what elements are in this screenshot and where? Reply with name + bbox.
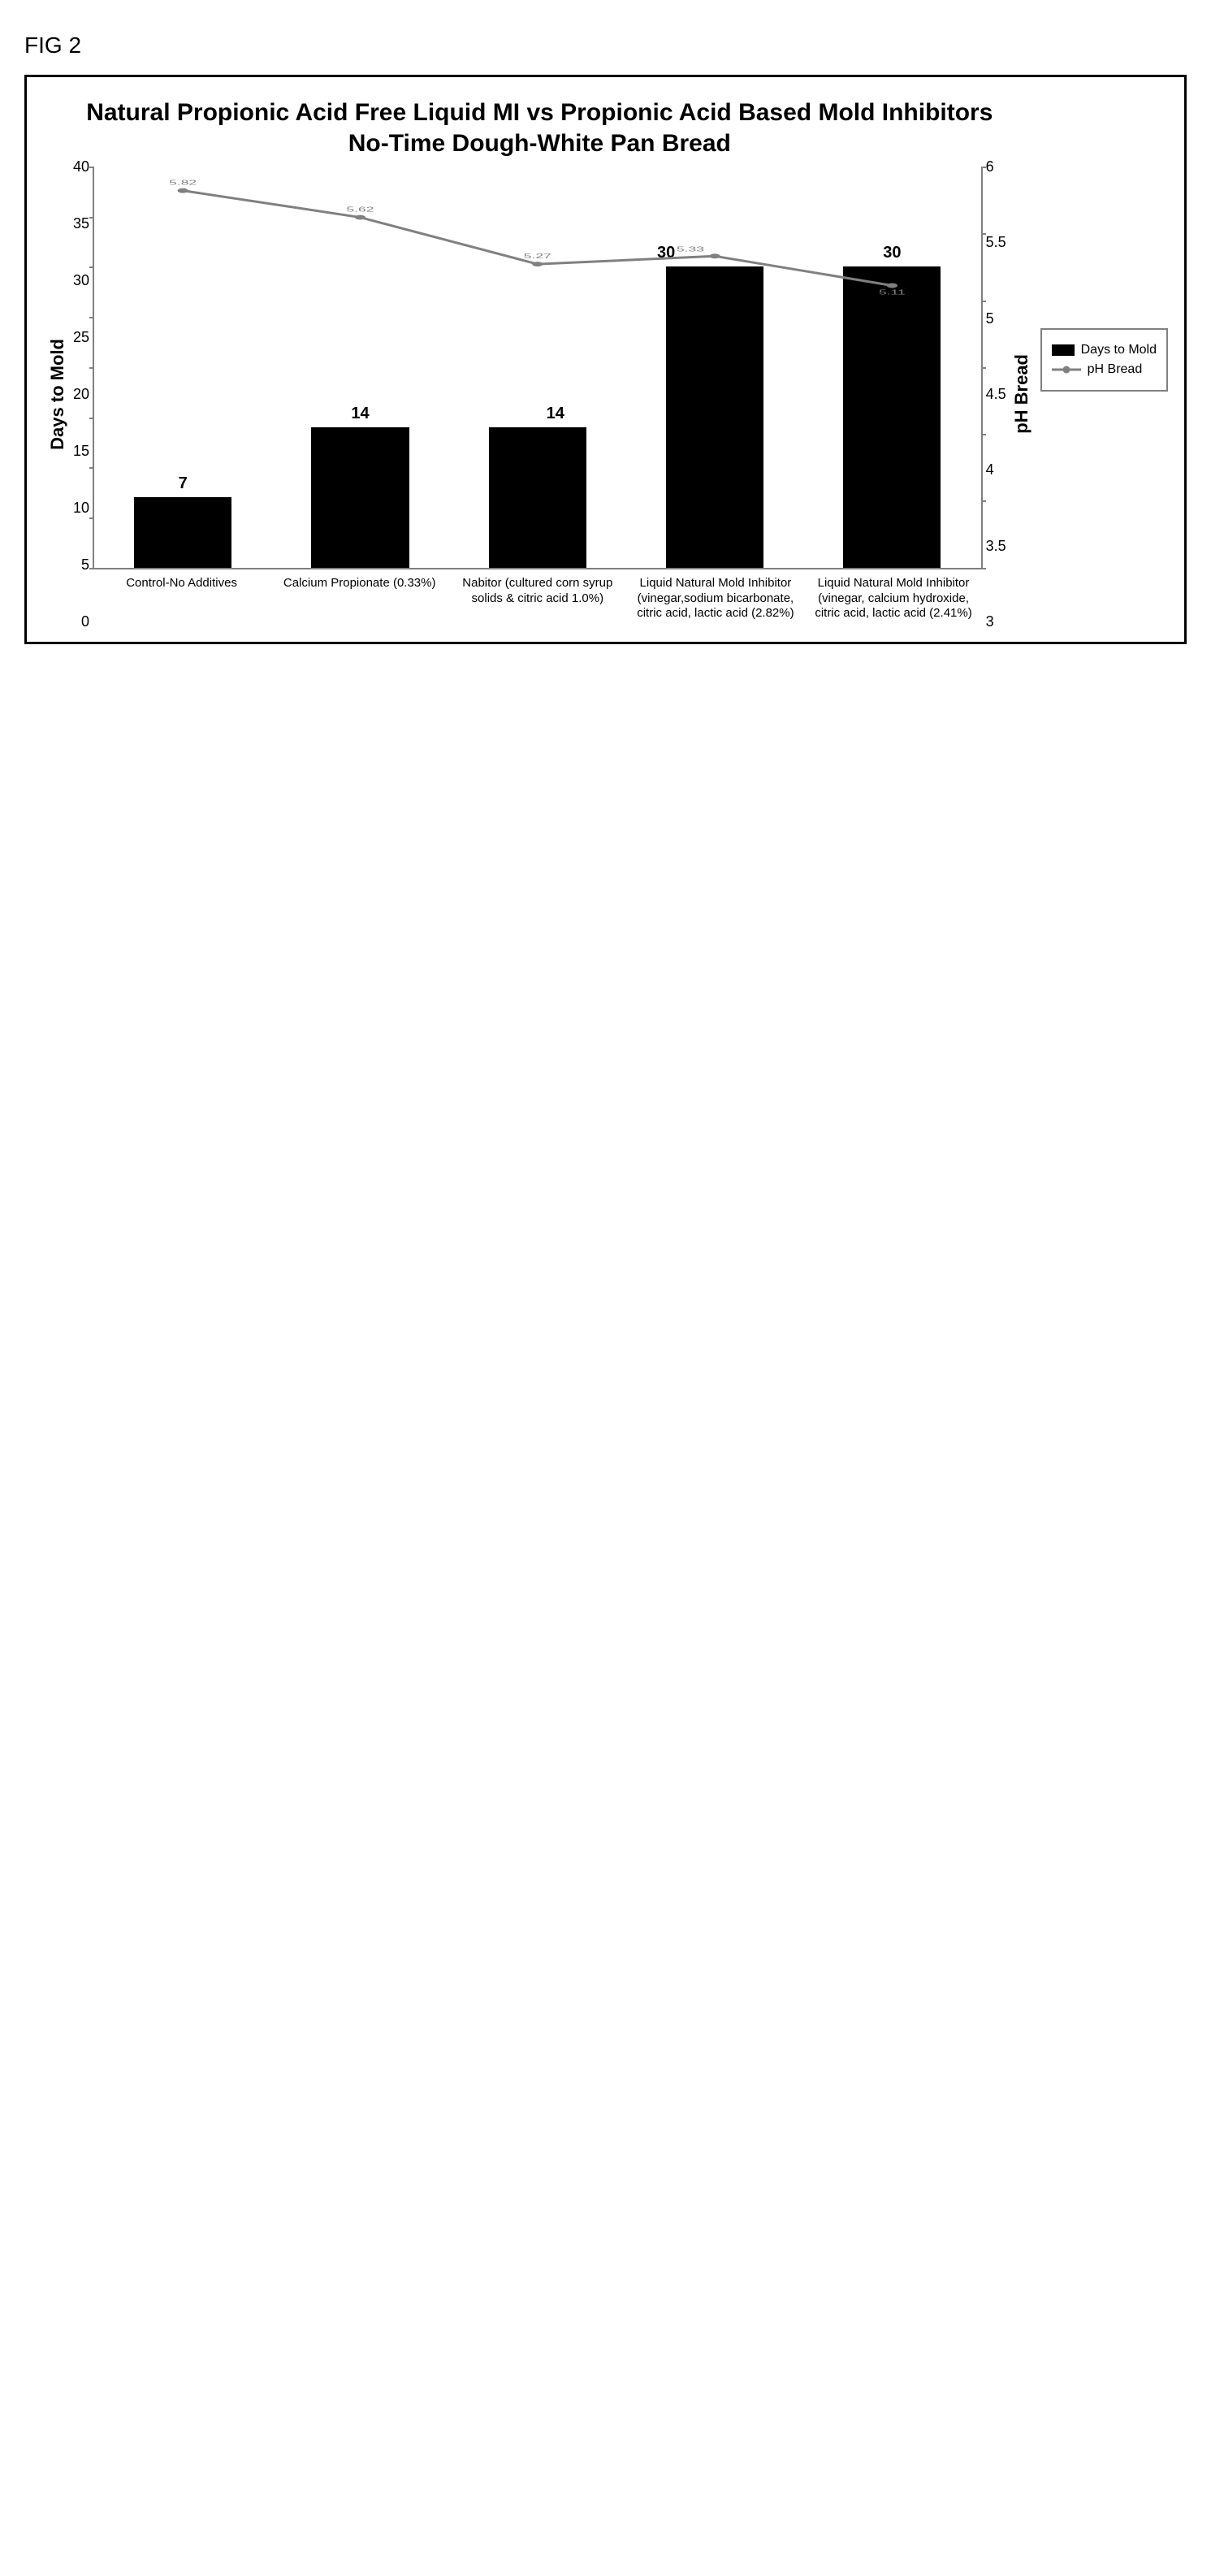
legend: Days to Mold pH Bread (1040, 328, 1168, 392)
ph-marker (178, 188, 188, 193)
tick-mark-right (981, 568, 986, 569)
ph-marker (710, 253, 720, 258)
ph-line (183, 191, 892, 286)
line-layer: 5.82 5.62 5.27 5.33 5.11 (94, 167, 981, 568)
tick-mark-right (981, 434, 986, 435)
ph-value-label: 5.82 (169, 180, 197, 187)
tick-mark-right (981, 233, 986, 235)
tick-mark-left (89, 467, 94, 469)
ph-marker (532, 262, 543, 266)
legend-column: Days to Mold pH Bread (1040, 97, 1168, 621)
figure-label: FIG 2 (24, 32, 1187, 58)
ph-marker (887, 284, 897, 288)
tick-mark-right (981, 301, 986, 302)
ph-value-label: 5.62 (347, 206, 374, 214)
y-axis-left: Days to Mold 4035302520151050 (47, 167, 93, 621)
tick-mark-left (89, 367, 94, 369)
y-axis-right: 65.554.543.53 pH Bread (983, 167, 1032, 621)
y-axis-left-title: Days to Mold (47, 339, 68, 450)
y-axis-right-title: pH Bread (1011, 354, 1032, 434)
x-category-label: Liquid Natural Mold Inhibitor (vinegar,s… (626, 576, 804, 621)
chart-frame: Natural Propionic Acid Free Liquid MI vs… (24, 75, 1187, 644)
x-category-label: Calcium Propionate (0.33%) (270, 576, 448, 621)
plot-wrap: 714143030 5.825.625.275.335.11 Control-N… (93, 167, 983, 621)
ph-value-label: 5.27 (524, 253, 551, 260)
tick-mark-right (981, 367, 986, 369)
y-axis-right-ticks: 65.554.543.53 (983, 167, 1006, 621)
x-category-label: Nabitor (cultured corn syrup solids & ci… (448, 576, 626, 621)
legend-swatch-bar (1052, 344, 1075, 356)
plot-area: 714143030 5.825.625.275.335.11 (93, 167, 983, 569)
legend-item: Days to Mold (1052, 343, 1157, 357)
legend-label: Days to Mold (1081, 343, 1157, 357)
legend-item: pH Bread (1052, 362, 1157, 377)
tick-mark-right (981, 167, 986, 168)
legend-label: pH Bread (1088, 362, 1143, 377)
y-axis-left-ticks: 4035302520151050 (73, 167, 93, 621)
tick-mark-left (89, 418, 94, 419)
x-category-label: Control-No Additives (93, 576, 270, 621)
chart-title-line2: No-Time Dough-White Pan Bread (348, 130, 731, 157)
legend-swatch-line (1052, 364, 1081, 375)
ph-value-label: 5.33 (677, 245, 704, 253)
x-category-label: Liquid Natural Mold Inhibitor (vinegar, … (804, 576, 982, 621)
tick-mark-left (89, 167, 94, 168)
ph-value-label: 5.11 (879, 288, 906, 296)
tick-mark-right (981, 500, 986, 502)
ph-marker (355, 215, 365, 220)
tick-mark-left (89, 568, 94, 569)
tick-mark-left (89, 517, 94, 519)
chart-body: Days to Mold 4035302520151050 714143030 … (47, 167, 1032, 621)
chart-title: Natural Propionic Acid Free Liquid MI vs… (47, 97, 1032, 158)
tick-mark-left (89, 266, 94, 268)
tick-mark-left (89, 217, 94, 219)
x-axis-labels: Control-No AdditivesCalcium Propionate (… (93, 569, 983, 621)
tick-mark-left (89, 317, 94, 318)
chart-column: Natural Propionic Acid Free Liquid MI vs… (47, 97, 1032, 621)
chart-title-line1: Natural Propionic Acid Free Liquid MI vs… (86, 99, 993, 126)
